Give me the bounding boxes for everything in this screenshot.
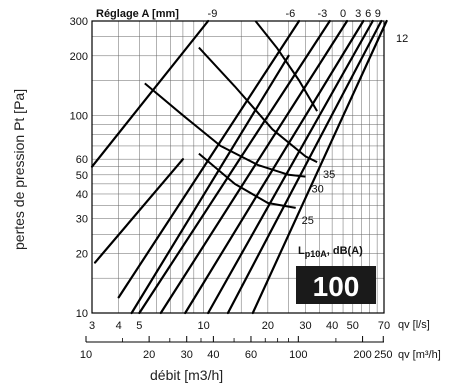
- size-badge: 100: [296, 266, 376, 304]
- setting-line-7: [251, 19, 388, 315]
- x-tick-ls-5: 5: [136, 320, 142, 332]
- setting-line-6: [226, 19, 383, 315]
- y-tick-60: 60: [76, 154, 88, 166]
- y-tick-100: 100: [70, 110, 88, 122]
- size-badge-value: 100: [313, 271, 360, 302]
- y-tick-50: 50: [76, 170, 88, 182]
- m3h-label-20: 20: [143, 349, 155, 361]
- y-tick-20: 20: [76, 248, 88, 260]
- setting-line-8: [93, 158, 185, 264]
- setting-line-1: [117, 19, 301, 299]
- x-tick-ls-30: 30: [299, 320, 311, 332]
- plot-frame: [91, 20, 385, 314]
- setting-label-4: 3: [355, 8, 361, 20]
- setting-line-3: [159, 19, 349, 315]
- m3h-label-200: 200: [353, 349, 371, 361]
- m3h-label-40: 40: [207, 349, 219, 361]
- axis2-unit: qv [m³/h]: [398, 349, 441, 361]
- noise-curve-3: [254, 20, 318, 112]
- noise-curve-1: [144, 82, 306, 178]
- x-tick-ls-50: 50: [347, 320, 359, 332]
- y-tick-10: 10: [76, 308, 88, 320]
- setting-lines: [90, 19, 388, 315]
- setting-line-5: [207, 19, 374, 315]
- setting-label-7: 12: [396, 33, 408, 45]
- setting-line-2: [138, 19, 331, 315]
- x-tick-ls-70: 70: [378, 320, 390, 332]
- setting-label-1: -6: [285, 8, 295, 20]
- setting-label-2: -3: [317, 8, 327, 20]
- second-axis: 10 20 30 40 60 100 200 250: [80, 336, 392, 361]
- chart-grid: [92, 21, 384, 313]
- setting-line-0: [90, 19, 210, 168]
- m3h-label-10: 10: [80, 349, 92, 361]
- y-axis-label: pertes de pression Pt [Pa]: [11, 89, 27, 250]
- setting-label-0: -9: [208, 8, 218, 20]
- setting-line-9: [130, 54, 290, 315]
- y-tick-30: 30: [76, 214, 88, 226]
- x-tick-ls-40: 40: [326, 320, 338, 332]
- noise-label-30: 30: [311, 184, 323, 196]
- m3h-label-250: 250: [374, 349, 392, 361]
- svg-text:Lp10A, dB(A): Lp10A, dB(A): [298, 245, 363, 259]
- x-tick-ls-20: 20: [262, 320, 274, 332]
- setting-label-3: 0: [340, 8, 346, 20]
- size-badge-box: [296, 266, 376, 304]
- x-axis-label: débit [m3/h]: [150, 367, 223, 383]
- noise-title-sub: p10A: [305, 249, 328, 259]
- y-tick-300: 300: [70, 16, 88, 28]
- axis1-unit: qv [l/s]: [398, 319, 430, 331]
- x-tick-ls-4: 4: [116, 320, 122, 332]
- m3h-label-60: 60: [245, 349, 257, 361]
- noise-title-main: L: [298, 245, 305, 257]
- noise-title: Lp10A, dB(A): [298, 245, 363, 259]
- y-tick-40: 40: [76, 189, 88, 201]
- x-tick-ls-3: 3: [89, 320, 95, 332]
- y-tick-200: 200: [70, 51, 88, 63]
- noise-label-35: 35: [323, 169, 335, 181]
- setting-axis-label: Réglage A [mm]: [96, 8, 179, 20]
- setting-label-6: 9: [375, 8, 381, 20]
- noise-curve-2: [198, 152, 296, 209]
- setting-label-5: 6: [365, 8, 371, 20]
- noise-label-25: 25: [302, 215, 314, 227]
- noise-title-rest: , dB(A): [327, 245, 363, 257]
- noise-curve-0: [198, 46, 318, 163]
- m3h-label-100: 100: [289, 349, 307, 361]
- setting-line-4: [184, 19, 365, 315]
- m3h-label-30: 30: [181, 349, 193, 361]
- x-tick-ls-10: 10: [197, 320, 209, 332]
